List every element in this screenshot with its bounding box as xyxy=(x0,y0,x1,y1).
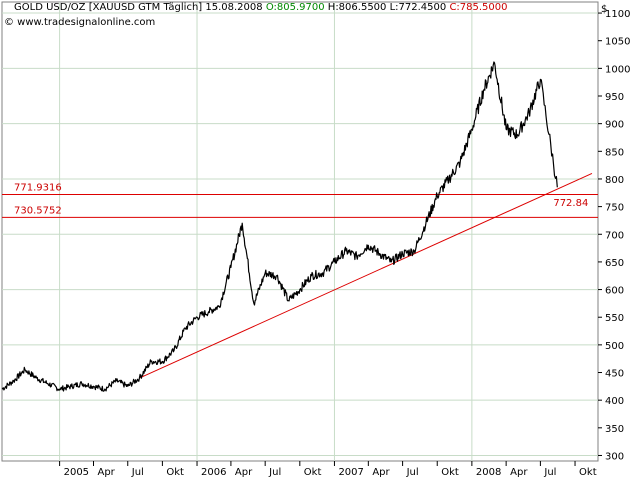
x-tick-label: Apr xyxy=(372,467,390,478)
y-tick-label: 350 xyxy=(605,424,624,435)
y-tick-label: 700 xyxy=(605,230,624,241)
x-tick-label: Jul xyxy=(268,467,281,478)
x-tick-label: Okt xyxy=(304,467,322,478)
x-tick-label: Okt xyxy=(166,467,184,478)
y-tick-label: 1100 xyxy=(605,9,630,20)
level-label: 730.5752 xyxy=(14,205,62,216)
y-tick-label: 600 xyxy=(605,286,624,297)
y-tick-label: 450 xyxy=(605,369,624,380)
x-tick-label: 2007 xyxy=(338,467,363,478)
price-line xyxy=(1,61,558,392)
y-tick-label: 400 xyxy=(605,396,624,407)
x-axis: 2005 Apr Jul Okt 2006 Apr Jul Okt 2007 Apr Jul Okt 2… xyxy=(59,461,597,478)
trendline-group: 772.84 xyxy=(139,172,593,379)
y-tick-label: 1000 xyxy=(605,64,630,75)
y-tick-label: 650 xyxy=(605,258,624,269)
copyright-label: © www.tradesignalonline.com xyxy=(4,17,156,28)
y-tick-label: 900 xyxy=(605,120,624,131)
x-tick-label: Jul xyxy=(131,467,144,478)
level-label: 771.9316 xyxy=(14,182,62,193)
y-tick-label: 500 xyxy=(605,341,624,352)
x-tick-label: 2006 xyxy=(201,467,226,478)
price-series xyxy=(1,61,558,392)
x-tick-label: Apr xyxy=(510,467,528,478)
y-tick-label: 950 xyxy=(605,92,624,103)
date-label: 15.08.2008 xyxy=(205,2,263,13)
annotation-label: 772.84 xyxy=(553,198,588,209)
y-tick-label: 750 xyxy=(605,203,624,214)
y-tick-label: 550 xyxy=(605,313,624,324)
x-tick-label: 2008 xyxy=(476,467,501,478)
close-value: C:785.5000 xyxy=(449,2,508,13)
x-tick-label: Okt xyxy=(441,467,459,478)
y-axis: 300 350 400 450 500 550 600 650 700 750 800 850 900 9… xyxy=(598,9,630,462)
y-tick-label: 1050 xyxy=(605,37,630,48)
trendline xyxy=(139,172,593,379)
x-tick-label: Jul xyxy=(543,467,556,478)
x-tick-label: Jul xyxy=(406,467,419,478)
x-tick-label: 2005 xyxy=(64,467,89,478)
low-value: L:772.4500 xyxy=(389,2,447,13)
x-tick-label: Okt xyxy=(579,467,597,478)
plot-frame xyxy=(1,1,599,462)
level-lines: 771.9316 730.5752 xyxy=(2,182,598,218)
y-tick-label: 850 xyxy=(605,147,624,158)
y-tick-label: 800 xyxy=(605,175,624,186)
y-tick-label: 300 xyxy=(605,451,624,462)
chart-header: GOLD USD/OZ [XAUUSD GTM Täglich] 15.08.2… xyxy=(14,2,508,14)
x-tick-label: Apr xyxy=(235,467,253,478)
high-value: H:806.5500 xyxy=(327,2,387,13)
open-value: O:805.9700 xyxy=(265,2,325,13)
x-tick-label: Apr xyxy=(97,467,115,478)
grid xyxy=(2,2,598,461)
symbol-label: GOLD USD/OZ [XAUUSD GTM Täglich] xyxy=(14,2,203,13)
currency-label: $ xyxy=(601,4,607,15)
